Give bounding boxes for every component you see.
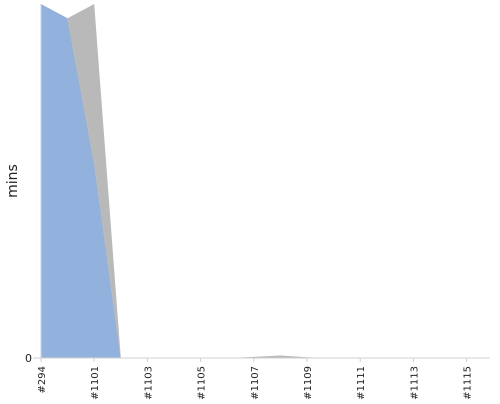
y-axis-label: mins xyxy=(5,164,21,198)
x-tick-label: #294 xyxy=(37,366,48,393)
x-tick-label: #1107 xyxy=(250,366,261,400)
x-tick-label: #1113 xyxy=(409,366,420,400)
y-tick-labels: 0 xyxy=(25,352,32,365)
series-areas xyxy=(41,4,494,358)
x-tick-label: #1103 xyxy=(143,366,154,400)
series-area-1 xyxy=(41,4,494,358)
x-tick-label: #1115 xyxy=(463,366,474,400)
x-tick-labels: #294 #1101 #1103 #1105 #1107 #1109 #1111 #1113 #… xyxy=(37,366,474,400)
x-ticks xyxy=(40,358,468,362)
x-tick-label: #1101 xyxy=(90,366,101,400)
series-area-2 xyxy=(41,4,494,358)
x-tick-label: #1111 xyxy=(356,366,367,400)
x-tick-label: #1105 xyxy=(197,366,208,400)
y-tick-label: 0 xyxy=(25,352,32,365)
x-tick-label: #1109 xyxy=(303,366,314,400)
